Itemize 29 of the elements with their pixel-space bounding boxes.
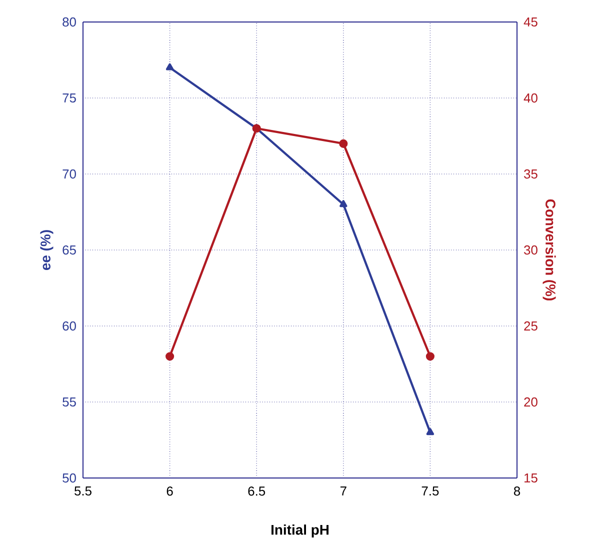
point: [166, 352, 174, 361]
x-tick-label: 7.5: [422, 486, 439, 496]
y-tick-label: 65: [62, 245, 76, 255]
x-tick-label: 5.5: [74, 486, 92, 496]
point: [166, 63, 174, 70]
point: [339, 139, 348, 148]
y2-axis-title: Conversion (%): [542, 199, 556, 300]
point: [340, 200, 348, 208]
x-tick-label: 7: [340, 486, 346, 496]
y2-tick-label: 35: [524, 169, 538, 179]
y-tick-label: 80: [62, 17, 76, 27]
y-axis-title: ee (%): [40, 230, 54, 270]
y2-tick-label: 15: [524, 473, 538, 483]
y2-tick-label: 40: [524, 93, 538, 103]
y2-tick-label: 20: [524, 397, 538, 407]
y-tick-label: 50: [62, 473, 76, 483]
point: [426, 352, 434, 361]
y-tick-label: 60: [62, 321, 76, 331]
x-tick-label: 6.5: [248, 486, 266, 496]
y2-tick-label: 45: [524, 17, 538, 27]
x-axis-title: Initial pH: [271, 524, 329, 538]
y-tick-label: 75: [62, 93, 76, 103]
y2-tick-label: 30: [524, 245, 538, 255]
y-tick-label: 55: [62, 397, 76, 407]
x-tick-label: 6: [166, 486, 173, 496]
point: [426, 428, 434, 436]
y-tick-label: 70: [62, 169, 76, 179]
x-tick-label: 8: [514, 486, 520, 496]
y2-tick-label: 25: [524, 321, 538, 331]
